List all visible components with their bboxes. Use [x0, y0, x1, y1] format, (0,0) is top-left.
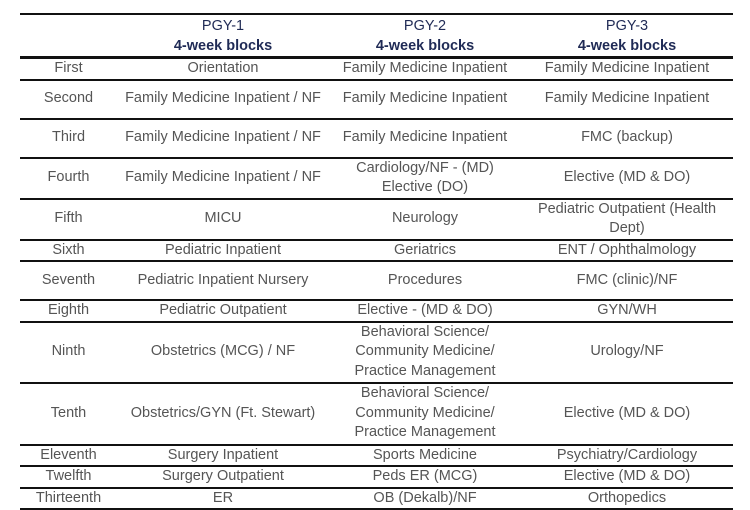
cell-block: Fourth: [47, 169, 90, 186]
cell-pgy1: Family Medicine Inpatient / NF: [125, 169, 321, 186]
pgy3-subtitle: 4-week blocks: [577, 38, 677, 54]
cell-pgy2: Family Medicine Inpatient: [342, 90, 508, 107]
cell-pgy1: Family Medicine Inpatient / NF: [125, 90, 321, 107]
cell-pgy3: Elective (MD & DO): [563, 404, 691, 421]
cell-block: Second: [43, 90, 94, 107]
rotation-schedule-table: PGY-1 4-week blocks PGY-2 4-week blocks PG…: [20, 13, 733, 510]
cell-block: Eighth: [47, 302, 90, 318]
cell-pgy3: Elective (MD & DO): [563, 169, 691, 186]
cell-pgy2: Peds ER (MCG): [372, 468, 478, 484]
header-pgy2: PGY-2 4-week blocks: [329, 14, 521, 58]
cell-block: Fifth: [54, 210, 83, 227]
cell-pgy2: Behavioral Science/ Community Medicine/ …: [354, 323, 496, 379]
cell-pgy3: Orthopedics: [587, 489, 667, 506]
cell-pgy3: Psychiatry/Cardiology: [556, 446, 698, 463]
cell-pgy3: Family Medicine Inpatient: [544, 60, 710, 76]
table-row: Fifth MICU Neurology Pediatric Outpatient (…: [20, 199, 733, 240]
cell-block: Eleventh: [40, 446, 97, 463]
cell-pgy1: Pediatric Inpatient Nursery: [137, 271, 309, 288]
header-row: PGY-1 4-week blocks PGY-2 4-week blocks PG…: [20, 14, 733, 58]
table-row: Seventh Pediatric Inpatient Nursery Proced…: [20, 261, 733, 300]
pgy1-title: PGY-1: [201, 18, 245, 34]
pgy2-subtitle: 4-week blocks: [375, 38, 475, 54]
cell-pgy1: Obstetrics/GYN (Ft. Stewart): [130, 404, 316, 421]
cell-pgy3: Elective (MD & DO): [563, 468, 691, 484]
cell-block: Ninth: [51, 343, 86, 360]
cell-pgy1: Orientation: [187, 60, 259, 76]
table-row: Eighth Pediatric Outpatient Elective - (MD…: [20, 300, 733, 322]
table-row: Tenth Obstetrics/GYN (Ft. Stewart) Behavio…: [20, 383, 733, 445]
pgy3-title: PGY-3: [605, 18, 649, 34]
cell-block: Sixth: [52, 241, 85, 258]
cell-block: Thirteenth: [35, 489, 102, 506]
cell-pgy3: FMC (backup): [581, 129, 673, 146]
table-row: Thirteenth ER OB (Dekalb)/NF Orthopedics: [20, 488, 733, 509]
cell-pgy1: Pediatric Outpatient: [159, 302, 287, 318]
cell-pgy2: Behavioral Science/ Community Medicine/ …: [354, 385, 496, 441]
table-row: Sixth Pediatric Inpatient Geriatrics ENT / …: [20, 240, 733, 261]
cell-pgy3: Family Medicine Inpatient: [544, 90, 710, 107]
cell-pgy2: Family Medicine Inpatient: [342, 129, 508, 146]
cell-pgy1: Surgery Inpatient: [167, 446, 279, 463]
table-row: Second Family Medicine Inpatient / NF Fami…: [20, 80, 733, 119]
cell-pgy2: Neurology: [391, 210, 459, 227]
cell-pgy2: Procedures: [387, 271, 463, 288]
cell-block: First: [54, 60, 83, 76]
pgy1-subtitle: 4-week blocks: [173, 38, 273, 54]
cell-block: Third: [51, 129, 86, 146]
cell-pgy1: Obstetrics (MCG) / NF: [150, 343, 296, 360]
cell-pgy1: MICU: [204, 210, 242, 227]
cell-block: Twelfth: [45, 468, 92, 484]
cell-pgy2: Family Medicine Inpatient: [342, 60, 508, 76]
cell-pgy2: Geriatrics: [393, 241, 457, 258]
cell-pgy1: Surgery Outpatient: [162, 468, 284, 484]
cell-pgy3: FMC (clinic)/NF: [576, 271, 678, 288]
table-row: Fourth Family Medicine Inpatient / NF Card…: [20, 158, 733, 199]
pgy2-title: PGY-2: [403, 18, 447, 34]
header-pgy1: PGY-1 4-week blocks: [117, 14, 329, 58]
cell-pgy2: Cardiology/NF - (MD) Elective (DO): [356, 159, 494, 196]
cell-pgy3: Urology/NF: [590, 343, 664, 360]
table-row: Eleventh Surgery Inpatient Sports Medicine…: [20, 445, 733, 466]
cell-pgy3: Pediatric Outpatient (Health Dept): [537, 200, 717, 237]
cell-pgy1: Family Medicine Inpatient / NF: [125, 129, 321, 146]
cell-pgy1: ER: [212, 489, 234, 506]
table-row: Twelfth Surgery Outpatient Peds ER (MCG) El…: [20, 466, 733, 488]
header-pgy3: PGY-3 4-week blocks: [521, 14, 733, 58]
cell-pgy2: OB (Dekalb)/NF: [373, 489, 477, 506]
table-row: Third Family Medicine Inpatient / NF Famil…: [20, 119, 733, 158]
header-block: [20, 14, 117, 58]
cell-pgy1: Pediatric Inpatient: [164, 241, 282, 258]
cell-pgy2: Sports Medicine: [373, 446, 477, 463]
cell-block: Seventh: [41, 271, 96, 288]
cell-block: Tenth: [50, 404, 87, 421]
cell-pgy3: ENT / Ophthalmology: [557, 241, 697, 258]
cell-pgy3: GYN/WH: [597, 302, 657, 318]
table-row: Ninth Obstetrics (MCG) / NF Behavioral Sci…: [20, 322, 733, 383]
cell-pgy2: Elective - (MD & DO): [357, 302, 493, 318]
table-row: First Orientation Family Medicine Inpatien…: [20, 58, 733, 80]
